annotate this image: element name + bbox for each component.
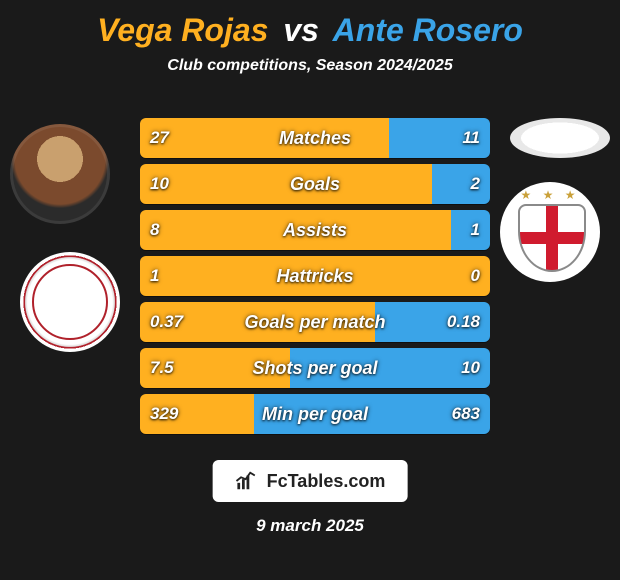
stat-bar-right [254,394,490,434]
player2-name: Ante Rosero [333,12,523,48]
stat-bars: Matches2711 Goals102 Assists81 Hattricks10 G… [140,118,490,440]
player2-avatar [510,118,610,158]
stat-bar-left [140,394,254,434]
stat-bar-right [432,164,490,204]
stat-bar-right [375,302,490,342]
stat-bar-right [389,118,490,158]
date-text: 9 march 2025 [0,516,620,536]
stat-bar-left [140,164,432,204]
stat-row: Shots per goal7.510 [140,348,490,388]
stat-row: Goals102 [140,164,490,204]
stat-row: Matches2711 [140,118,490,158]
stat-row: Goals per match0.370.18 [140,302,490,342]
subtitle: Club competitions, Season 2024/2025 [0,57,620,75]
stat-bar-right [290,348,490,388]
infographic-root: Vega Rojas vs Ante Rosero Club competiti… [0,0,620,580]
brand-text: FcTables.com [267,471,386,492]
player1-name: Vega Rojas [97,12,268,48]
stat-bar-left [140,256,490,296]
stat-row: Hattricks10 [140,256,490,296]
stat-row: Assists81 [140,210,490,250]
brand-badge: FcTables.com [213,460,408,502]
stat-bar-left [140,302,375,342]
stat-bar-left [140,118,389,158]
stat-bar-left [140,348,290,388]
stat-bar-right [451,210,490,250]
page-title: Vega Rojas vs Ante Rosero [0,0,620,49]
player2-club-logo [500,182,600,282]
vs-text: vs [283,12,319,48]
stat-bar-left [140,210,451,250]
player1-club-logo [20,252,120,352]
player1-avatar [10,124,110,224]
stat-row: Min per goal329683 [140,394,490,434]
chart-icon [235,470,257,492]
